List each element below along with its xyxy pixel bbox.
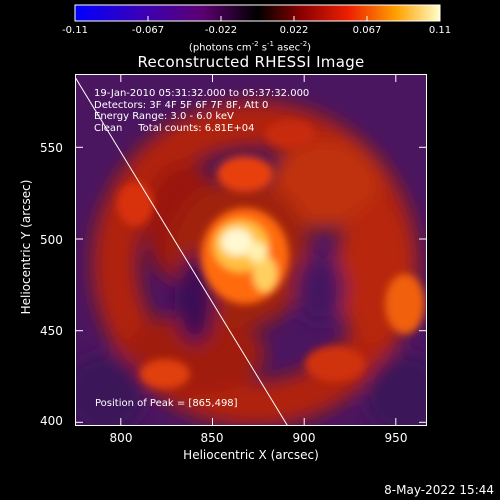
chart-title: Reconstructed RHESSI Image — [137, 53, 365, 71]
y-tick-label: 400 — [40, 414, 63, 428]
info-line: Detectors: 3F 4F 5F 6F 7F 8F, Att 0 — [94, 99, 269, 111]
colorbar-tick-label: 0.022 — [279, 25, 309, 36]
info-line: 19-Jan-2010 05:31:32.000 to 05:37:32.000 — [94, 88, 310, 99]
limb-line — [75, 76, 289, 426]
y-axis-label: Heliocentric Y (arcsec) — [19, 179, 33, 315]
peak-position-label: Position of Peak = [865,498] — [95, 398, 238, 409]
colorbar-tick-label: -0.11 — [62, 25, 88, 36]
y-tick-label: 500 — [40, 233, 63, 247]
colorbar-tick-label: 0.067 — [352, 25, 382, 36]
x-axis-label: Heliocentric X (arcsec) — [183, 448, 319, 462]
colorbar-tick-label: -0.022 — [204, 25, 238, 36]
plot-date-stamp: 8-May-2022 15:44 — [384, 483, 494, 497]
y-tick-label: 550 — [40, 141, 63, 155]
info-line: Energy Range: 3.0 - 6.0 keV — [94, 111, 234, 122]
x-tick-label: 900 — [292, 431, 316, 445]
y-tick-label: 450 — [40, 324, 63, 338]
x-tick-label: 950 — [384, 431, 408, 445]
x-tick-label: 850 — [200, 431, 224, 445]
colorbar — [74, 4, 441, 22]
colorbar-tick-label: -0.067 — [131, 25, 165, 36]
colorbar-units-label: (photons cm-2 s-1 asec-2) — [188, 40, 312, 54]
x-tick-label: 800 — [109, 431, 133, 445]
observation-info: 19-Jan-2010 05:31:32.000 to 05:37:32.000… — [94, 88, 309, 134]
colorbar-tick-label: 0.11 — [428, 25, 452, 36]
info-line: Clean Total counts: 6.81E+04 — [94, 122, 255, 134]
plot-area — [75, 74, 427, 426]
